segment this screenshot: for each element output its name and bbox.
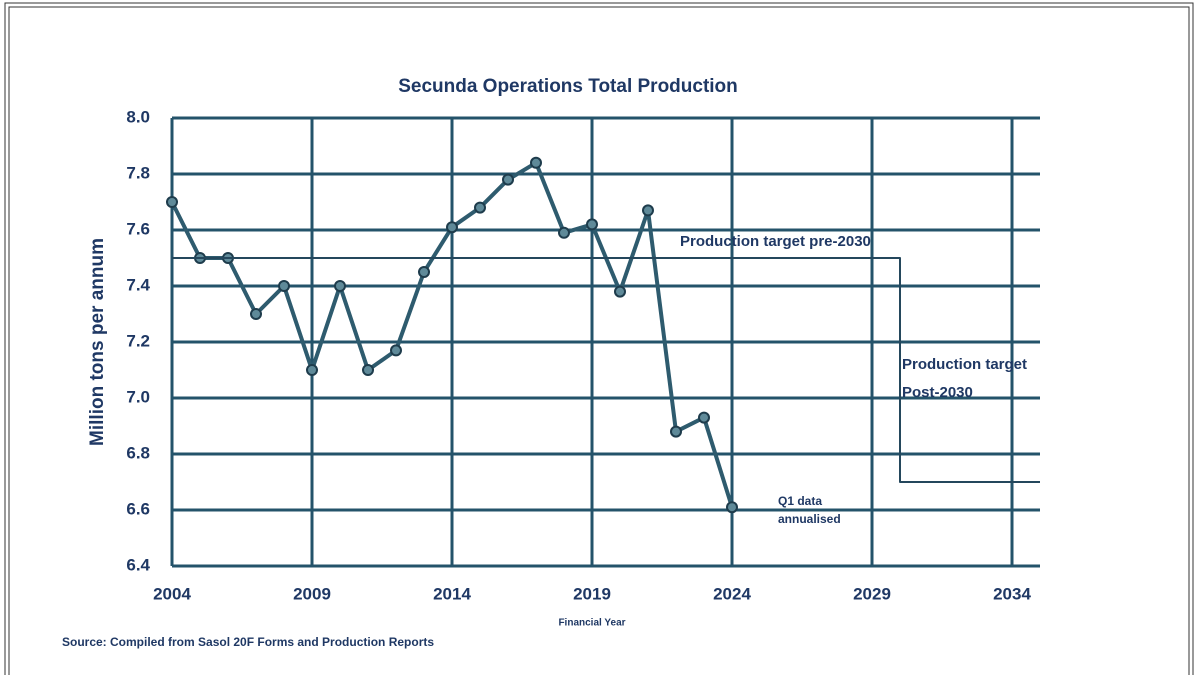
data-point	[278, 280, 290, 292]
frame-inner	[8, 6, 1190, 675]
y-tick-label: 7.0	[126, 387, 150, 406]
data-point	[306, 364, 318, 376]
x-tick-label: 2029	[853, 584, 891, 603]
annotation: Production target	[902, 356, 1027, 373]
data-point	[418, 266, 430, 278]
y-tick-label: 6.8	[126, 443, 150, 462]
target-line	[172, 257, 1040, 483]
annotation: Q1 data	[778, 494, 822, 508]
x-tick-label: 2014	[433, 584, 471, 603]
chart-title: Secunda Operations Total Production	[398, 76, 738, 97]
source-note: Source: Compiled from Sasol 20F Forms an…	[62, 635, 434, 649]
data-point	[502, 173, 514, 186]
data-point	[390, 344, 402, 357]
data-point	[530, 156, 542, 169]
data-point	[446, 221, 458, 234]
y-axis-label: Million tons per annum	[87, 238, 108, 446]
x-tick-label: 2019	[573, 584, 611, 603]
data-point	[474, 201, 486, 214]
annotation: Post-2030	[902, 384, 973, 401]
y-tick-label: 7.4	[126, 275, 150, 294]
data-point	[698, 411, 710, 424]
data-point	[726, 501, 738, 514]
annotation: Production target pre-2030	[680, 233, 871, 250]
x-tick-label: 2024	[713, 584, 751, 603]
data-point	[558, 226, 570, 239]
frame	[4, 2, 1194, 675]
y-tick-label: 7.2	[126, 331, 150, 350]
x-tick-label: 2009	[293, 584, 331, 603]
data-point	[642, 204, 654, 217]
data-point	[250, 308, 262, 320]
data-point	[166, 196, 178, 208]
data-point	[614, 285, 626, 298]
data-point	[670, 425, 682, 438]
y-tick-label: 6.4	[126, 555, 150, 574]
y-tick-label: 6.6	[126, 499, 150, 518]
data-point	[362, 364, 374, 376]
x-tick-label: 2004	[153, 584, 191, 603]
x-tick-label: 2034	[993, 584, 1031, 603]
annotation: annualised	[778, 512, 841, 526]
y-tick-label: 7.6	[126, 219, 150, 238]
data-point	[334, 280, 346, 292]
y-tick-label: 8.0	[126, 107, 150, 126]
data-point	[586, 218, 598, 231]
y-tick-label: 7.8	[126, 163, 150, 182]
x-axis-label: Financial Year	[558, 618, 625, 629]
